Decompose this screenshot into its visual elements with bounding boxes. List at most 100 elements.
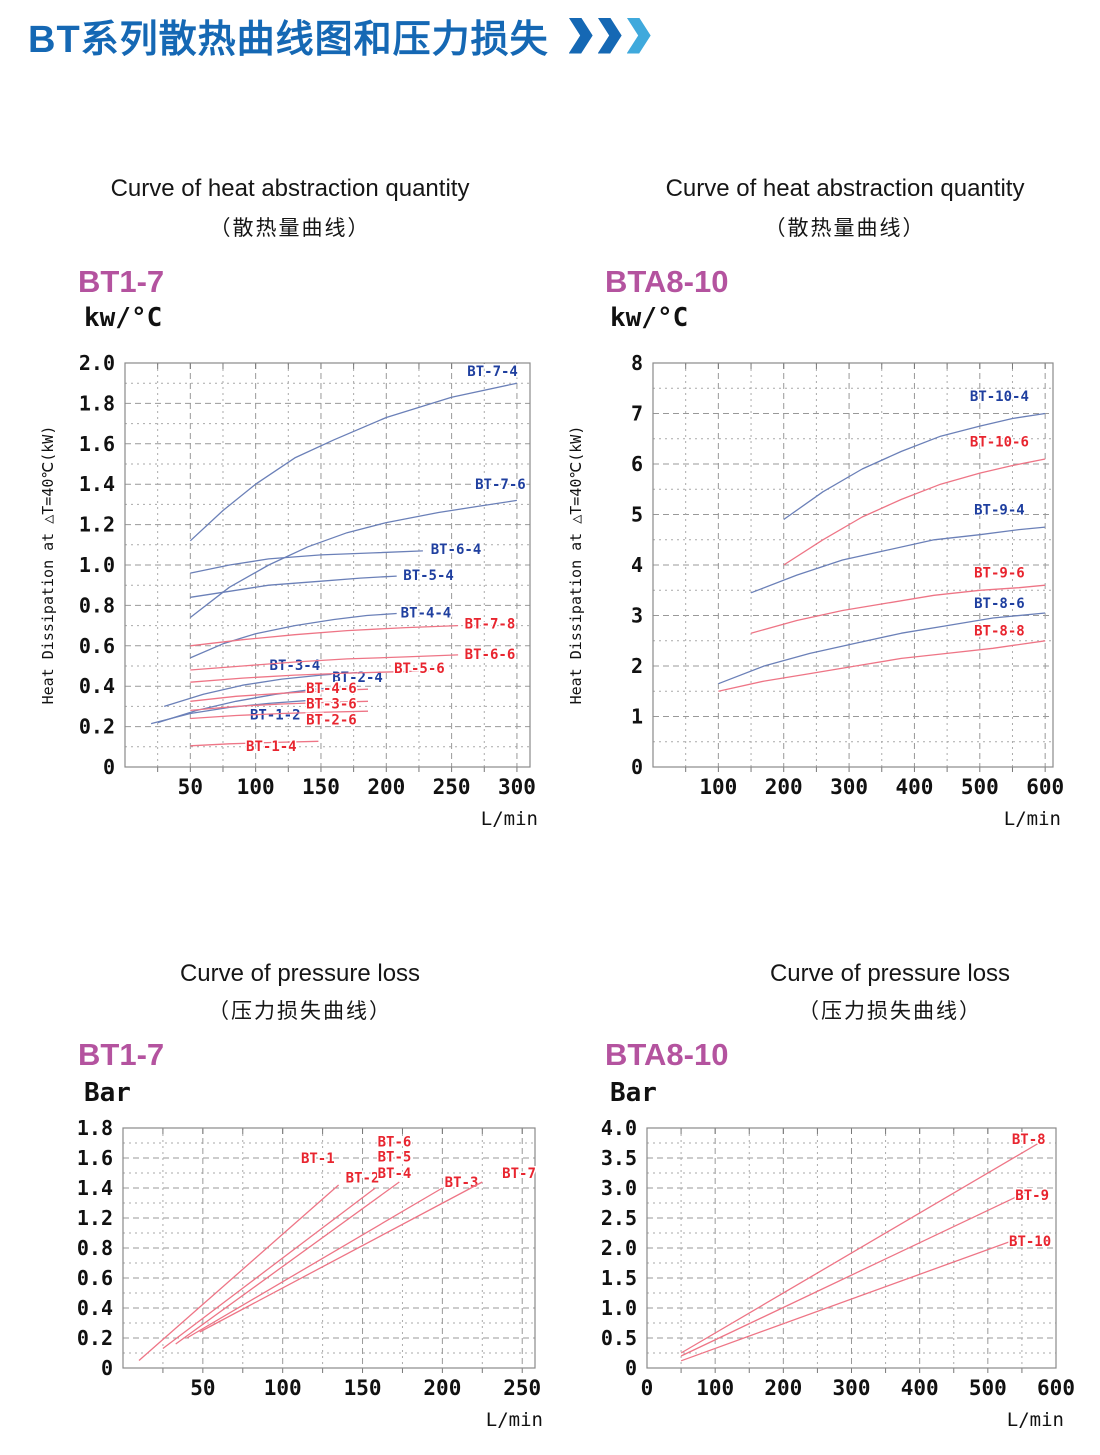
model-range-label: BT1-7: [78, 1037, 165, 1072]
model-range-label: BTA8-10: [605, 1037, 729, 1072]
y-tick-label: 1.2: [79, 513, 115, 537]
x-tick-label: 200: [765, 775, 803, 799]
y-tick-label: 3: [631, 604, 643, 628]
curve-label-BT-8-6: BT-8-6: [974, 596, 1025, 612]
x-tick-label: 100: [264, 1376, 302, 1400]
y-unit-label: Bar: [84, 1078, 131, 1108]
curve-label-BT-4-6: BT-4-6: [306, 681, 357, 697]
chart-title-en: Curve of pressure loss: [769, 960, 1011, 987]
x-tick-label: 100: [237, 775, 275, 799]
curve-label-BT-10-6: BT-10-6: [970, 434, 1029, 450]
curve-BT-8-8: [718, 640, 1046, 692]
curve-BT-4-4: [190, 612, 397, 659]
y-tick-label: 0.2: [77, 1326, 113, 1350]
curve-BT-7-8: [190, 624, 459, 647]
y-unit-label: Bar: [610, 1078, 657, 1108]
curve-BT-7: [199, 1181, 483, 1333]
curve-label-BT-7-6: BT-7-6: [475, 477, 526, 493]
curve-BT-7-6: [189, 499, 517, 619]
chart-title-en: Curve of pressure loss: [179, 960, 421, 987]
y-tick-label: 2.0: [601, 1236, 637, 1260]
chart-2: 1.8 1.6 1.4 1.2 0.8 0.6 0.4 0.2 0 50 100 150 200 250 L…: [77, 1116, 543, 1431]
chart-title-en: Curve of heat abstraction quantity: [110, 175, 470, 202]
y-tick-label: 1.6: [79, 432, 115, 456]
x-tick-label: 300: [830, 775, 868, 799]
curve-BT-6-6: [190, 654, 459, 671]
chart-1: 8 7 6 5 4 3 2 1 0 100 200 300 400 500 600 L/min Heat Dis…: [567, 351, 1064, 830]
y-tick-label: 6: [631, 452, 643, 476]
curve-label-BT-5-4: BT-5-4: [403, 568, 454, 584]
x-unit-label: L/min: [1007, 1409, 1064, 1431]
plot-border: [122, 1127, 536, 1369]
y-tick-label: 3.0: [601, 1176, 637, 1200]
curve-BT-4: [175, 1181, 400, 1345]
curve-label-BT-10: BT-10: [1009, 1234, 1051, 1250]
curve-label-BT-1: BT-1: [301, 1151, 335, 1167]
curve-label-BT-10-4: BT-10-4: [970, 389, 1029, 405]
y-tick-label: 4: [631, 553, 643, 577]
curve-BT-1: [138, 1184, 340, 1361]
x-tick-label: 200: [367, 775, 405, 799]
x-tick-label: 600: [1037, 1376, 1075, 1400]
y-tick-label: 1.2: [77, 1206, 113, 1230]
y-tick-label: 0.8: [79, 593, 115, 617]
curve-label-BT-6-6: BT-6-6: [465, 647, 516, 663]
curve-BT-2-6: [190, 710, 369, 720]
curve-BT-3: [186, 1187, 443, 1339]
curve-BT-8-6: [718, 612, 1046, 685]
y-tick-label: 1.8: [79, 391, 115, 415]
x-tick-label: 400: [895, 775, 933, 799]
y-tick-label: 1.5: [601, 1266, 637, 1290]
x-unit-label: L/min: [1004, 808, 1061, 830]
curve-label-BT-2: BT-2: [346, 1171, 380, 1187]
plot-border: [652, 362, 1054, 768]
chart-title-zh: （散热量曲线）: [209, 216, 371, 240]
curve-label-BT-3-6: BT-3-6: [306, 696, 357, 712]
x-tick-label: 200: [764, 1376, 802, 1400]
curve-BT-3-6: [190, 700, 369, 712]
x-tick-label: 250: [433, 775, 471, 799]
model-range-label: BT1-7: [78, 264, 165, 299]
curve-label-BT-5: BT-5: [378, 1150, 412, 1166]
x-tick-label: 50: [190, 1376, 215, 1400]
y-axis-title: Heat Dissipation at △T=40℃(kW): [39, 426, 57, 705]
y-tick-label: 0.5: [601, 1326, 637, 1350]
x-unit-label: L/min: [481, 808, 538, 830]
chart-title-en: Curve of heat abstraction quantity: [665, 175, 1025, 202]
curve-BT-2-4: [157, 685, 358, 724]
page-header: BT系列散热曲线图和压力损失: [28, 8, 651, 63]
y-unit-label: kw/°C: [84, 303, 163, 333]
curve-BT-1-4: [190, 740, 319, 747]
x-tick-label: 150: [344, 1376, 382, 1400]
y-tick-label: 0: [631, 755, 643, 779]
x-tick-label: 200: [423, 1376, 461, 1400]
y-tick-label: 1.6: [77, 1146, 113, 1170]
curve-label-BT-9: BT-9: [1015, 1188, 1049, 1204]
y-tick-label: 0: [625, 1356, 637, 1380]
chart-title-zh: （散热量曲线）: [764, 216, 926, 240]
x-tick-label: 400: [901, 1376, 939, 1400]
y-tick-label: 0.4: [77, 1296, 113, 1320]
curve-label-BT-6: BT-6: [378, 1135, 412, 1151]
curve-BT-5-4: [190, 575, 397, 598]
curve-label-BT-1-4: BT-1-4: [246, 739, 297, 755]
chevrons-icon: [568, 17, 651, 54]
x-tick-label: 250: [503, 1376, 541, 1400]
curve-label-BT-1-2: BT-1-2: [250, 707, 301, 723]
y-tick-label: 1.8: [77, 1116, 113, 1140]
chart-title-zh: （压力损失曲线）: [798, 999, 982, 1023]
curve-BT-8: [680, 1142, 1040, 1354]
curve-BT-9-4: [750, 526, 1046, 594]
x-tick-label: 600: [1026, 775, 1064, 799]
x-tick-label: 300: [833, 1376, 871, 1400]
plot-border: [124, 362, 531, 768]
y-tick-label: 0.6: [79, 634, 115, 658]
x-tick-label: 100: [699, 775, 737, 799]
curve-label-BT-9-6: BT-9-6: [974, 566, 1025, 582]
chart-0: 2.0 1.8 1.6 1.4 1.2 1.0 0.8 0.6 0.4 0.2 0 50 100 150 2…: [39, 351, 538, 830]
curve-BT-4-6: [190, 688, 369, 702]
y-tick-label: 1: [631, 705, 643, 729]
curve-label-BT-2-6: BT-2-6: [306, 713, 357, 729]
